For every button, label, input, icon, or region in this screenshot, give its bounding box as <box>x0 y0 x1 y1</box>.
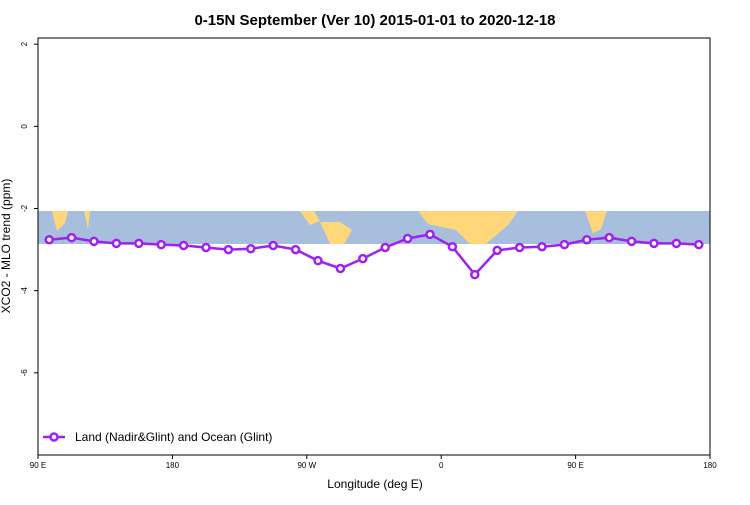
data-point <box>649 238 659 249</box>
data-point <box>246 244 256 254</box>
data-point <box>290 244 301 255</box>
data-point <box>156 239 166 250</box>
data-point <box>402 233 413 244</box>
x-tick-label: 0 <box>439 461 444 470</box>
x-tick-label: 180 <box>166 461 180 470</box>
data-point <box>134 238 144 249</box>
data-point <box>447 241 458 252</box>
data-point <box>89 236 99 247</box>
x-axis-label: Longitude (deg E) <box>327 477 422 491</box>
data-point <box>223 244 234 255</box>
data-point <box>66 232 77 243</box>
y-tick-label: 2 <box>20 41 29 46</box>
y-tick-label: 0 <box>20 124 29 129</box>
data-point <box>111 238 122 249</box>
data-point <box>201 242 211 253</box>
data-point <box>559 239 570 250</box>
data-point <box>268 240 278 251</box>
data-point <box>514 242 525 253</box>
y-axis-label: XCO2 - MLO trend (ppm) <box>0 179 13 314</box>
data-point <box>671 238 682 249</box>
plot-frame <box>37 37 711 456</box>
data-point <box>492 245 502 256</box>
x-tick-label: 90 W <box>297 461 316 470</box>
legend-marker <box>49 432 59 442</box>
data-point <box>582 234 592 245</box>
data-point <box>380 242 390 253</box>
x-tick-label: 90 E <box>567 461 583 470</box>
data-point <box>178 240 189 251</box>
y-tick-label: -2 <box>20 204 29 212</box>
world-map-strip <box>38 211 710 244</box>
data-point <box>694 239 704 250</box>
data-point <box>470 269 480 280</box>
data-point <box>335 263 346 274</box>
chart-title: 0-15N September (Ver 10) 2015-01-01 to 2… <box>194 12 555 29</box>
x-tick-label: 180 <box>703 461 717 470</box>
data-point <box>425 229 435 240</box>
data-point <box>44 234 54 245</box>
y-tick-label: -4 <box>20 287 29 295</box>
legend-label: Land (Nadir&Glint) and Ocean (Glint) <box>75 430 272 444</box>
data-point <box>626 236 637 247</box>
data-point <box>537 241 547 252</box>
data-point <box>604 232 614 243</box>
data-point <box>358 253 368 264</box>
y-tick-label: -6 <box>20 369 29 377</box>
data-point <box>313 255 323 266</box>
x-tick-label: 90 E <box>30 461 46 470</box>
